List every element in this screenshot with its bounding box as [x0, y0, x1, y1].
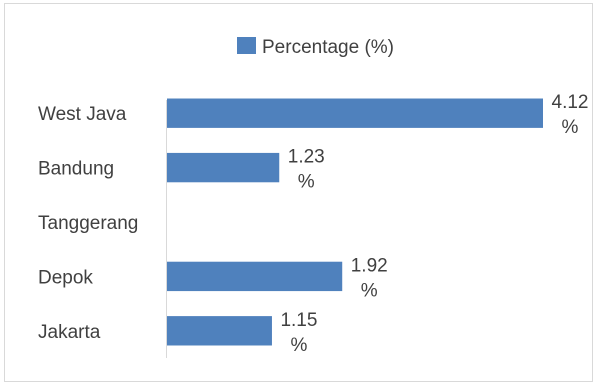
data-label: 1.15%	[280, 310, 317, 356]
bar	[167, 261, 343, 292]
chart-area	[4, 3, 593, 382]
legend-swatch	[237, 37, 256, 54]
legend: Percentage (%)	[237, 37, 394, 58]
bar	[167, 316, 272, 346]
data-label: 1.23%	[288, 147, 325, 193]
data-labels: 4.12 % 1.23 % 1.92 % 1.15%	[280, 92, 588, 356]
bar	[167, 98, 543, 128]
data-label: 1.92%	[351, 255, 388, 301]
bars	[167, 98, 543, 346]
legend-label: Percentage (%)	[262, 37, 394, 58]
category-label: Jakarta	[38, 322, 101, 343]
category-label: Depok	[38, 267, 93, 288]
category-label: Bandung	[38, 159, 114, 180]
category-labels: West Java Bandung Tanggerang Depok Jakarta	[38, 104, 138, 343]
data-label: 4.12%	[552, 92, 589, 138]
category-label: West Java	[38, 104, 127, 125]
bar	[167, 152, 280, 183]
category-label: Tanggerang	[38, 213, 138, 234]
